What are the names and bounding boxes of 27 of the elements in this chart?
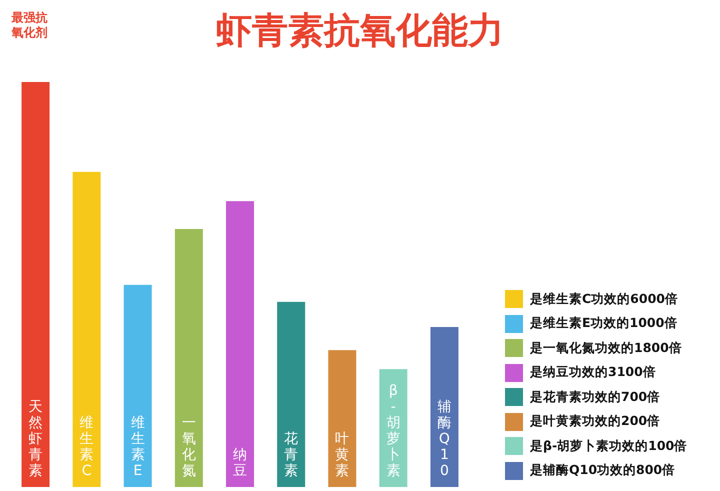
x-tick-label: 花青素 <box>284 431 298 479</box>
x-tick-label: 一氧化氮 <box>182 415 196 479</box>
text: 是叶黄素功效的200倍 <box>530 413 660 430</box>
text: 是辅酶Q10功效的800倍 <box>530 462 676 479</box>
bar <box>22 82 50 487</box>
text: 是β-胡萝卜素功效的100倍 <box>530 438 688 454</box>
text: 是花青素功效的700倍 <box>530 388 660 406</box>
x-tick-label: β-胡萝卜素 <box>386 383 400 479</box>
text: 是维生素C功效的6000倍 <box>530 290 678 308</box>
x-tick-label: 维生素E <box>130 415 145 479</box>
chart-title: 虾青素抗氧化能力 <box>216 10 504 52</box>
x-tick-label: 辅酶Q10 <box>437 399 452 479</box>
bar <box>174 229 203 487</box>
bar <box>430 327 458 487</box>
bar <box>72 172 101 487</box>
text: 是维生素E功效的1000倍 <box>530 315 678 332</box>
text: 是一氧化氮功效的1800倍 <box>530 340 682 356</box>
text: 最强抗氧化剂 <box>10 10 48 40</box>
x-tick-label: 纳豆 <box>233 447 247 479</box>
text: 是纳豆功效的3100倍 <box>530 364 656 381</box>
x-tick-label: 维生素C <box>80 415 94 479</box>
x-tick-label: 天然虾青素 <box>28 399 43 479</box>
bar <box>124 284 152 487</box>
bar <box>226 201 254 487</box>
bar <box>277 302 306 487</box>
bar <box>328 350 356 487</box>
x-tick-label: 叶黄素 <box>335 431 350 479</box>
